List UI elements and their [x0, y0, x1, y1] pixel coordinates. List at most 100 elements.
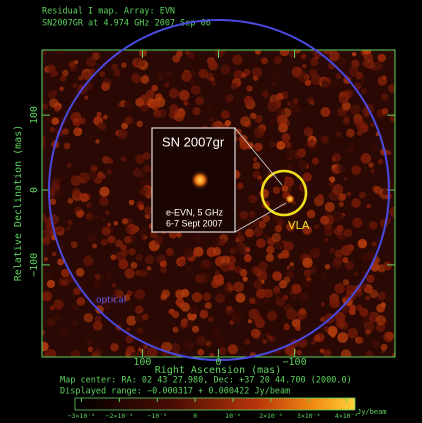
noise-blob: [380, 343, 388, 351]
noise-blob: [297, 159, 308, 170]
noise-blob: [135, 154, 145, 164]
noise-blob: [392, 352, 395, 357]
noise-blob: [334, 256, 343, 265]
noise-blob: [193, 246, 204, 257]
noise-blob: [67, 198, 74, 204]
noise-blob: [307, 96, 315, 104]
noise-blob: [351, 165, 361, 175]
noise-blob: [291, 293, 298, 301]
vla-label: VLA: [288, 219, 310, 232]
noise-blob: [59, 75, 67, 82]
x-tick-label: 100: [133, 357, 151, 368]
noise-blob: [324, 201, 335, 213]
noise-blob: [63, 142, 71, 150]
noise-blob: [386, 296, 392, 302]
noise-blob: [84, 95, 89, 100]
noise-blob: [370, 143, 378, 152]
noise-blob: [320, 317, 325, 322]
noise-blob: [335, 131, 342, 138]
noise-blob: [263, 299, 268, 304]
noise-blob: [73, 127, 83, 137]
noise-blob: [175, 289, 185, 299]
noise-blob: [303, 269, 312, 277]
noise-blob: [209, 76, 215, 82]
noise-blob: [197, 348, 205, 356]
noise-blob: [302, 64, 307, 69]
noise-blob: [254, 50, 262, 55]
noise-blob: [249, 112, 257, 120]
noise-blob: [342, 279, 350, 286]
noise-blob: [336, 56, 347, 67]
noise-blob: [87, 233, 97, 243]
noise-blob: [68, 60, 76, 68]
noise-blob: [137, 347, 142, 352]
noise-blob: [207, 316, 214, 322]
noise-blob: [113, 221, 118, 226]
noise-blob: [253, 279, 263, 290]
noise-blob: [120, 62, 127, 68]
noise-blob: [125, 335, 134, 344]
noise-blob: [70, 349, 81, 357]
noise-blob: [236, 230, 241, 235]
noise-blob: [198, 274, 207, 283]
noise-blob: [183, 247, 194, 258]
noise-blob: [277, 219, 284, 227]
noise-blob: [144, 206, 154, 216]
noise-blob: [277, 253, 284, 260]
noise-blob: [180, 321, 188, 329]
noise-blob: [230, 82, 238, 90]
noise-blob: [356, 336, 364, 344]
noise-blob: [117, 128, 128, 139]
noise-blob: [107, 235, 116, 244]
colorbar: [74, 397, 356, 411]
noise-blob: [120, 244, 127, 251]
noise-blob: [195, 96, 204, 106]
noise-blob: [311, 157, 320, 165]
noise-blob: [253, 226, 264, 237]
noise-blob: [356, 125, 362, 131]
noise-blob: [225, 94, 234, 103]
noise-blob: [243, 254, 252, 263]
noise-blob: [70, 241, 78, 249]
noise-blob: [274, 225, 283, 233]
noise-blob: [386, 150, 392, 156]
noise-blob: [365, 329, 371, 335]
noise-blob: [165, 71, 172, 78]
noise-blob: [310, 57, 319, 67]
noise-blob: [320, 302, 326, 307]
noise-blob: [99, 71, 106, 77]
noise-blob: [344, 260, 354, 270]
noise-blob: [62, 128, 69, 135]
colorbar-tick-label: 2×10⁻⁴: [259, 412, 282, 420]
noise-blob: [271, 81, 277, 87]
noise-blob: [79, 117, 86, 125]
noise-blob: [110, 342, 119, 352]
noise-blob: [124, 235, 132, 244]
noise-blob: [134, 289, 146, 300]
noise-blob: [329, 297, 340, 309]
noise-blob: [96, 111, 102, 117]
noise-blob: [178, 258, 186, 266]
noise-blob: [352, 217, 363, 228]
noise-blob: [42, 50, 47, 56]
noise-blob: [71, 320, 78, 327]
noise-blob: [284, 345, 295, 356]
noise-blob: [220, 262, 230, 272]
noise-blob: [252, 157, 258, 162]
noise-blob: [169, 230, 178, 239]
noise-blob: [377, 158, 384, 165]
optical-label: optical: [96, 296, 126, 306]
noise-blob: [389, 114, 395, 123]
noise-blob: [164, 82, 170, 88]
noise-blob: [289, 50, 297, 58]
noise-blob: [286, 308, 298, 320]
noise-blob: [321, 80, 330, 90]
noise-blob: [332, 152, 342, 162]
noise-blob: [157, 301, 163, 307]
noise-blob: [180, 302, 190, 312]
noise-blob: [186, 265, 192, 271]
noise-blob: [360, 87, 368, 95]
noise-blob: [299, 307, 306, 315]
noise-blob: [342, 257, 349, 264]
noise-blob: [140, 75, 150, 84]
